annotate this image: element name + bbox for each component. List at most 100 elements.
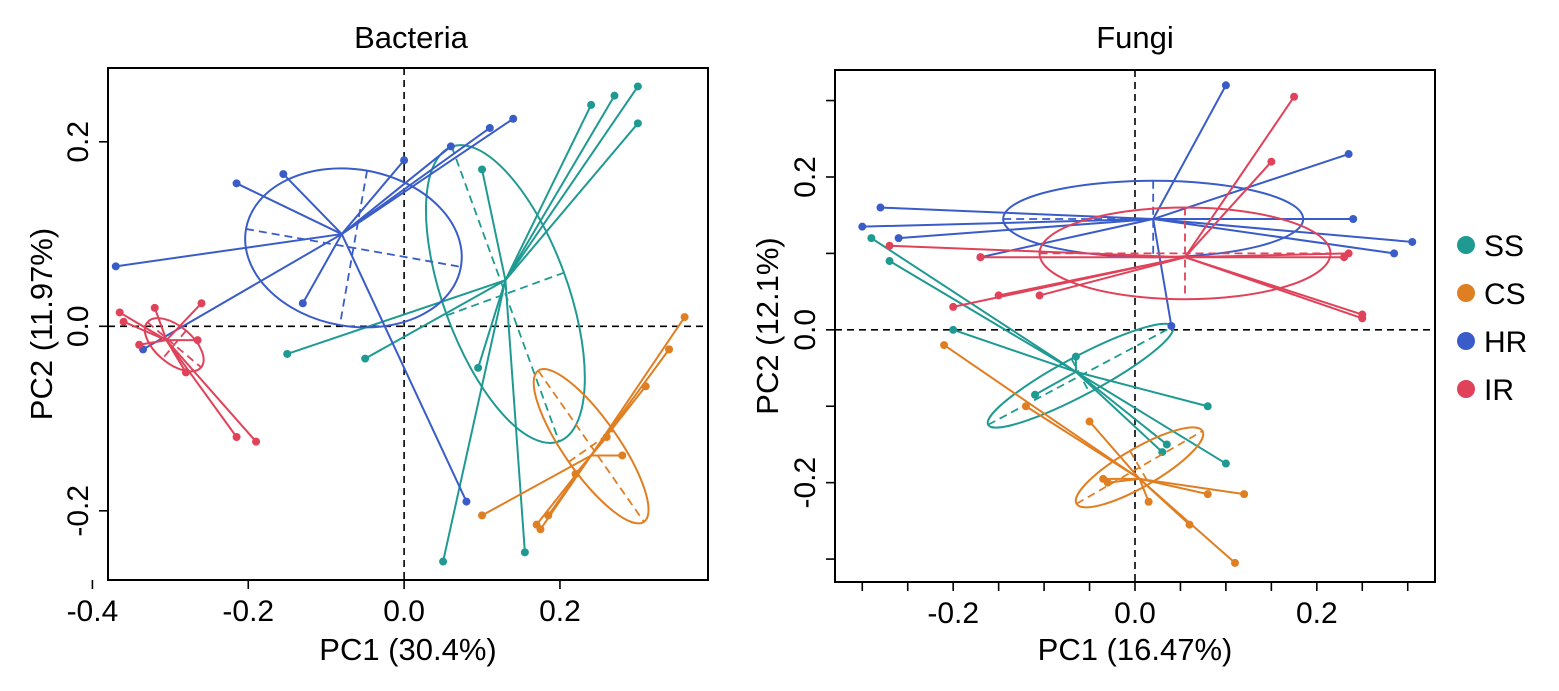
data-point: [1344, 150, 1353, 159]
data-point: [1185, 520, 1194, 529]
data-point: [1203, 490, 1212, 499]
plot-frame: [107, 67, 709, 581]
spider-line: [165, 302, 203, 341]
spider-line: [1138, 478, 1150, 503]
spider-line: [282, 173, 343, 235]
x-tick-label: -0.2: [927, 597, 979, 630]
spider-line: [481, 169, 507, 281]
data-layer: [858, 81, 1417, 567]
y-tick-label: 0.2: [789, 156, 822, 198]
ellipse-minor-axis: [537, 370, 645, 523]
spider-line: [952, 328, 1077, 373]
data-point: [949, 325, 958, 334]
data-point: [894, 234, 903, 243]
spider-line: [341, 159, 405, 235]
spider-line: [590, 316, 686, 457]
data-point: [462, 497, 471, 506]
y-tick-label: 0.0: [789, 309, 822, 351]
spider-line: [165, 339, 257, 443]
spider-line: [504, 95, 616, 281]
data-point: [633, 119, 642, 128]
spider-line: [119, 311, 167, 342]
data-point: [474, 363, 483, 372]
legend: SS CS HR IR: [1457, 230, 1527, 407]
data-point: [949, 302, 958, 311]
spider-line: [943, 344, 1141, 480]
spider-line: [481, 454, 592, 517]
data-point: [680, 313, 689, 322]
data-point: [115, 308, 124, 317]
data-point: [279, 170, 288, 179]
spider-line: [442, 279, 507, 562]
ellipse-minor-axis: [161, 330, 187, 360]
data-point: [1203, 402, 1212, 411]
x-tick-label: -0.2: [222, 595, 274, 628]
data-point: [1267, 157, 1276, 166]
data-point: [885, 257, 894, 266]
spider-line: [1075, 371, 1168, 446]
spider-line: [341, 117, 514, 235]
data-point: [610, 91, 619, 100]
y-tick-label: -0.2: [62, 485, 95, 537]
spider-line: [286, 279, 506, 355]
data-point: [478, 511, 487, 520]
data-point: [439, 557, 448, 566]
data-point: [181, 368, 190, 377]
data-point: [1290, 92, 1299, 101]
data-point: [1221, 81, 1230, 90]
series-ss: [867, 234, 1230, 468]
data-point: [1144, 497, 1153, 506]
spider-line: [236, 182, 343, 235]
data-point: [1390, 249, 1399, 258]
y-tick-label: 0.2: [62, 121, 95, 163]
x-axis-label: PC1 (30.4%): [319, 632, 496, 667]
data-point: [193, 336, 202, 345]
spider-line: [115, 233, 342, 268]
spider-line: [590, 436, 608, 457]
panel-bacteria: Bacteria -0.4 -0.2 0.0 0.2 -0.2 0.0 0.2 PC1 (30.…: [24, 20, 709, 667]
spider-line: [504, 122, 639, 281]
spider-line: [574, 454, 592, 475]
spider-line: [1025, 405, 1141, 480]
data-point: [994, 291, 1003, 300]
spider-line: [1138, 478, 1236, 564]
data-point: [400, 156, 409, 165]
x-tick-label: 0.0: [1114, 597, 1156, 630]
data-point: [571, 469, 580, 478]
data-point: [478, 165, 487, 174]
ellipse-minor-axis: [1070, 358, 1091, 393]
series-cs: [478, 313, 689, 534]
spider-line: [165, 339, 187, 373]
data-point: [1340, 253, 1349, 262]
spider-line: [341, 145, 452, 235]
spider-line: [1152, 218, 1173, 327]
spider-line: [504, 85, 639, 281]
chart-title: Bacteria: [354, 20, 468, 55]
data-point: [1358, 314, 1367, 323]
spider-line: [153, 307, 168, 341]
panel-fungi: Fungi -0.2 0.0 0.2 -0.2 0.0 0.2 PC1 (16.47%) PC2…: [750, 20, 1436, 667]
legend-swatch: [1457, 284, 1475, 302]
data-point: [1035, 291, 1044, 300]
data-point: [150, 303, 159, 312]
data-point: [135, 340, 144, 349]
data-point: [876, 203, 885, 212]
data-point: [618, 451, 627, 460]
spider-line: [1034, 370, 1077, 396]
panels: Bacteria -0.4 -0.2 0.0 0.2 -0.2 0.0 0.2 PC1 (30.…: [24, 20, 1436, 667]
data-point: [940, 341, 949, 350]
data-point: [1221, 459, 1230, 468]
data-point: [111, 262, 120, 271]
spider-line: [862, 218, 1154, 228]
legend-swatch: [1457, 236, 1475, 254]
data-point: [1158, 448, 1167, 457]
data-point: [485, 123, 494, 132]
data-layer: [111, 82, 689, 566]
data-point: [520, 548, 529, 557]
data-point: [976, 253, 985, 262]
spider-line: [139, 339, 167, 346]
spider-line: [341, 127, 491, 235]
data-point: [1240, 490, 1249, 499]
spider-line: [1152, 84, 1227, 220]
